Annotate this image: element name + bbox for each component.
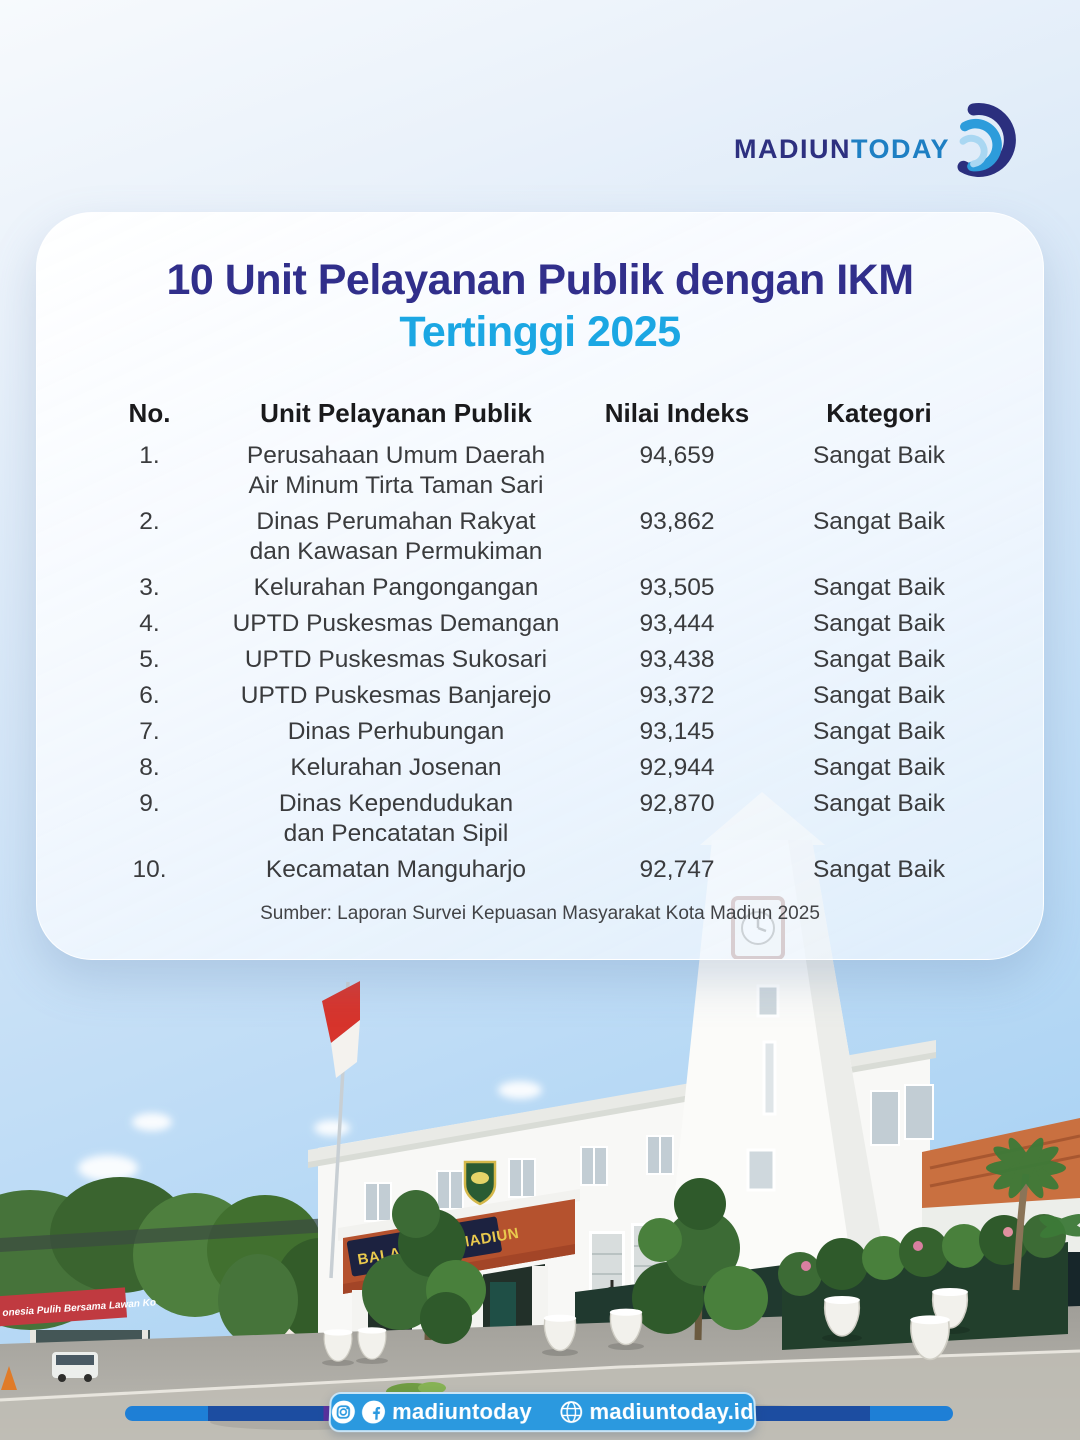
instagram-icon (331, 1400, 356, 1424)
brand-swoosh-icon (957, 103, 1016, 177)
row-index-value: 93,444 (639, 610, 715, 638)
street-banner: onesia Pulih Bersama Lawan Ko (0, 1287, 156, 1327)
parked-van (52, 1352, 98, 1382)
clouds-decoration (78, 1081, 542, 1181)
table-row: 5. UPTD Puskesmas Sukosari 93,438 Sangat… (92, 645, 1043, 675)
row-index-value: 92,747 (639, 856, 715, 884)
row-number: 7. (139, 718, 160, 746)
brand-wordmark: MADIUNTODAY (734, 134, 950, 165)
row-category: Sangat Baik (812, 442, 946, 470)
ikm-card: 10 Unit Pelayanan Publik dengan IKM Tert… (36, 212, 1044, 960)
table-row: 2. Dinas Perumahan Rakyat dan Kawasan Pe… (92, 507, 1043, 567)
city-crest (463, 1160, 497, 1206)
page-title: 10 Unit Pelayanan Publik dengan IKM Tert… (37, 255, 1043, 358)
row-number: 10. (132, 856, 167, 884)
row-number: 2. (139, 508, 160, 536)
row-number: 1. (139, 442, 160, 470)
row-category: Sangat Baik (812, 856, 946, 884)
row-number: 6. (139, 682, 160, 710)
row-category: Sangat Baik (812, 754, 946, 782)
row-unit-name: UPTD Puskesmas Banjarejo (240, 682, 552, 710)
palm-tree (986, 1137, 1080, 1291)
source-note: Sumber: Laporan Survei Kepuasan Masyarak… (260, 903, 820, 925)
facebook-icon (361, 1400, 386, 1424)
website-url: madiuntoday.id (589, 1398, 755, 1425)
table-row: 8. Kelurahan Josenan 92,944 Sangat Baik (92, 753, 1043, 783)
topiary-left (362, 1190, 486, 1344)
table-header-row: No. Unit Pelayanan Publik Nilai Indeks K… (92, 398, 1043, 428)
row-category: Sangat Baik (812, 718, 946, 746)
social-handle: madiuntoday (391, 1398, 532, 1425)
row-unit-name: Dinas Perhubungan (287, 718, 505, 746)
table-row: 6. UPTD Puskesmas Banjarejo 93,372 Sanga… (92, 681, 1043, 711)
row-category: Sangat Baik (812, 790, 946, 818)
header-category: Kategori (826, 398, 932, 429)
row-unit-name: Dinas Kependudukan dan Pencatatan Sipil (278, 790, 514, 848)
upper-windows (364, 1084, 934, 1222)
table-row: 3. Kelurahan Pangongangan 93,505 Sangat … (92, 573, 1043, 603)
row-category: Sangat Baik (812, 610, 946, 638)
row-number: 3. (139, 574, 160, 602)
row-unit-name: Kelurahan Josenan (290, 754, 502, 782)
table-row: 7. Dinas Perhubungan 93,145 Sangat Baik (92, 717, 1043, 747)
row-category: Sangat Baik (812, 574, 946, 602)
table-row: 10. Kecamatan Manguharjo 92,747 Sangat B… (92, 855, 1043, 885)
brand-logo: MADIUNTODAY (734, 92, 1022, 188)
row-index-value: 92,944 (639, 754, 715, 782)
row-index-value: 94,659 (639, 442, 715, 470)
row-index-value: 93,372 (639, 682, 715, 710)
row-category: Sangat Baik (812, 508, 946, 536)
row-unit-name: UPTD Puskesmas Demangan (232, 610, 560, 638)
globe-icon (559, 1399, 584, 1425)
brand-word-madiun: MADIUN (733, 133, 851, 164)
row-index-value: 93,145 (639, 718, 715, 746)
row-number: 9. (139, 790, 160, 818)
topiary-right (632, 1178, 768, 1341)
title-line-1: 10 Unit Pelayanan Publik dengan IKM (166, 256, 914, 304)
traffic-cone (1, 1366, 17, 1390)
table-row: 1. Perusahaan Umum Daerah Air Minum Tirt… (92, 441, 1043, 501)
row-category: Sangat Baik (812, 682, 946, 710)
indonesian-flag (322, 981, 360, 1279)
ikm-table: No. Unit Pelayanan Publik Nilai Indeks K… (37, 398, 1043, 885)
row-unit-name: Kelurahan Pangongangan (253, 574, 539, 602)
row-unit-name: Dinas Perumahan Rakyat dan Kawasan Permu… (249, 508, 543, 566)
row-unit-name: UPTD Puskesmas Sukosari (244, 646, 548, 674)
garden-urns (322, 1288, 970, 1366)
row-index-value: 93,862 (639, 508, 715, 536)
row-unit-name: Perusahaan Umum Daerah Air Minum Tirta T… (246, 442, 546, 500)
row-unit-name: Kecamatan Manguharjo (265, 856, 527, 884)
brand-word-today: TODAY (850, 133, 950, 164)
row-number: 5. (139, 646, 160, 674)
row-index-value: 92,870 (639, 790, 715, 818)
header-no: No. (128, 398, 171, 429)
table-row: 9. Dinas Kependudukan dan Pencatatan Sip… (92, 789, 1043, 849)
header-index: Nilai Indeks (604, 398, 750, 429)
table-body: 1. Perusahaan Umum Daerah Air Minum Tirt… (92, 441, 1043, 885)
row-index-value: 93,438 (639, 646, 715, 674)
row-number: 4. (139, 610, 160, 638)
title-line-2: Tertinggi 2025 (399, 307, 681, 356)
row-number: 8. (139, 754, 160, 782)
header-unit: Unit Pelayanan Publik (260, 398, 532, 429)
row-index-value: 93,505 (639, 574, 715, 602)
footer-social-bar: madiuntoday madiuntoday.id (328, 1392, 757, 1433)
table-row: 4. UPTD Puskesmas Demangan 93,444 Sangat… (92, 609, 1043, 639)
row-category: Sangat Baik (812, 646, 946, 674)
